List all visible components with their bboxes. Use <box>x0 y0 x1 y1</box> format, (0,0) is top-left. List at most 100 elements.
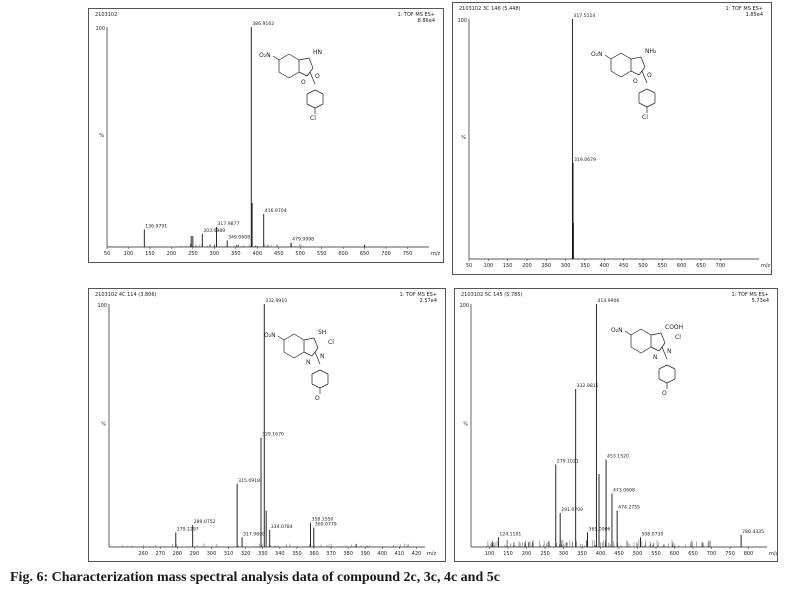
peak-label: 136.9791 <box>145 223 167 229</box>
y-percent-label: % <box>101 422 106 428</box>
chlorophenyl-bond <box>638 102 648 108</box>
chlorophenyl-bond <box>306 89 316 95</box>
x-tick-label: 410 <box>395 551 405 557</box>
x-tick-label: 260 <box>138 551 148 557</box>
chlorophenyl-bond <box>638 88 648 94</box>
x-tick-label: 350 <box>231 251 241 257</box>
chlorophenyl-bond <box>666 378 676 384</box>
peak-label: 279.1021 <box>557 458 579 464</box>
y-max-label: 100 <box>457 18 467 24</box>
x-tick-label: 600 <box>670 551 680 557</box>
peak-label: 365.0906 <box>589 526 611 532</box>
figure-caption: Fig. 6: Characterization mass spectral a… <box>10 570 500 585</box>
chemical-structure: O₂N SH N N O Cl <box>264 329 334 402</box>
benzene-bond <box>620 70 632 78</box>
furan-bond <box>308 57 314 69</box>
x-tick-label: 370 <box>326 551 336 557</box>
peak-label: 349.0608 <box>228 234 250 240</box>
structure-label: O <box>301 79 306 86</box>
structure-label: O <box>315 395 320 402</box>
benzene-bond <box>283 351 295 359</box>
x-tick-label: 330 <box>258 551 268 557</box>
furan-bond <box>640 56 646 68</box>
furan-bond <box>313 337 319 349</box>
x-tick-label: 700 <box>707 551 717 557</box>
benzene-bond <box>630 328 642 336</box>
structure-label: O₂N <box>264 332 276 339</box>
nitro-bond <box>624 330 632 336</box>
chlorophenyl-bond <box>314 89 324 95</box>
peak-label: 317.5114 <box>573 13 595 19</box>
x-tick-label: 150 <box>503 551 513 557</box>
chemical-structure: O₂N COOH N N O Cl <box>611 324 683 397</box>
x-tick-label: 310 <box>224 551 234 557</box>
x-tick-label: 350 <box>577 551 587 557</box>
chemical-structure: O₂N NH₂ O O Cl <box>591 48 657 121</box>
structure-label: SH <box>318 329 326 336</box>
structure-label: O <box>662 390 667 397</box>
spectrum-panel-5c: 2103102 5C 145 (5.785) 1: TOF MS ES+ 5.73e… <box>454 288 778 562</box>
x-tick-label: 200 <box>167 251 177 257</box>
x-tick-label: 100 <box>124 251 134 257</box>
benzene-bond <box>288 71 300 79</box>
header-mode-label: 1: TOF MS ES+ <box>399 292 437 298</box>
furan-bond <box>303 351 313 357</box>
peak-label: 780.4335 <box>742 529 764 535</box>
spectrum-5c: 2103102 5C 145 (5.785) 1: TOF MS ES+5.73e… <box>459 292 777 557</box>
x-tick-label: 650 <box>696 263 706 269</box>
x-tick-label: 300 <box>210 251 220 257</box>
spectrum-2c: 2103102 1: TOF MS ES+8.86e4 100% 50 100 150 20… <box>95 12 441 257</box>
benzene-bond <box>293 351 305 359</box>
spectrum-panel-4c: 2103102 4C 114 (3.806) 1: TOF MS ES+ 2.57e… <box>88 288 446 562</box>
peak-label: 414.9906 <box>597 298 619 304</box>
x-tick-label: 400 <box>252 251 262 257</box>
header-mode-label: 1: TOF MS ES+ <box>725 6 763 12</box>
x-unit-label: m/z <box>769 551 777 557</box>
benzene-bond <box>293 333 305 341</box>
peak-label: 479.9998 <box>292 237 314 243</box>
furan-bond <box>650 332 662 336</box>
x-tick-label: 320 <box>241 551 251 557</box>
chlorophenyl-bond <box>658 364 668 370</box>
header-intensity-label: 8.86e4 <box>418 18 435 24</box>
x-tick-label: 700 <box>716 263 726 269</box>
peak-label: 317.9690 <box>243 531 265 537</box>
header-mode-label: 1: TOF MS ES+ <box>731 292 769 298</box>
structure-label: O <box>633 78 638 85</box>
peak-label: 334.0784 <box>271 524 293 530</box>
chlorophenyl-bond <box>666 364 676 370</box>
x-tick-label: 150 <box>145 251 155 257</box>
header-intensity-label: 2.57e4 <box>420 298 437 304</box>
peak-label: 416.9704 <box>265 208 287 214</box>
x-tick-label: 500 <box>633 551 643 557</box>
x-tick-label: 250 <box>542 263 552 269</box>
chemical-structure: O₂N HN O O Cl <box>259 49 324 122</box>
chlorophenyl-bond <box>658 378 668 384</box>
benzene-bond <box>278 71 290 79</box>
header-intensity-label: 1.85e4 <box>746 12 763 18</box>
chlorophenyl-bond <box>646 88 656 94</box>
benzene-bond <box>288 53 300 61</box>
peak-label: 124.1101 <box>499 531 521 537</box>
chlorophenyl-bond <box>306 103 316 109</box>
furan-bond <box>630 70 640 76</box>
y-percent-label: % <box>99 133 104 139</box>
spectrum-3c: 2103102 3C 146 (5.448) 1: TOF MS ES+1.85e… <box>457 6 770 269</box>
nitro-bond <box>604 54 612 60</box>
benzene-bond <box>610 52 622 60</box>
header-mode-label: 1: TOF MS ES+ <box>397 12 435 18</box>
x-tick-label: 400 <box>600 263 610 269</box>
y-percent-label: % <box>461 135 466 141</box>
x-tick-label: 450 <box>614 551 624 557</box>
structure-label: O <box>315 73 320 80</box>
nitro-bond <box>272 55 280 61</box>
x-tick-label: 500 <box>295 251 305 257</box>
x-tick-label: 300 <box>561 263 571 269</box>
nitro-bond <box>277 335 285 341</box>
furan-bond <box>630 56 642 60</box>
x-tick-label: 200 <box>522 263 532 269</box>
furan-bond <box>298 57 310 61</box>
chlorophenyl-bond <box>319 369 329 375</box>
x-unit-label: m/z <box>427 551 437 557</box>
benzene-bond <box>640 328 652 336</box>
